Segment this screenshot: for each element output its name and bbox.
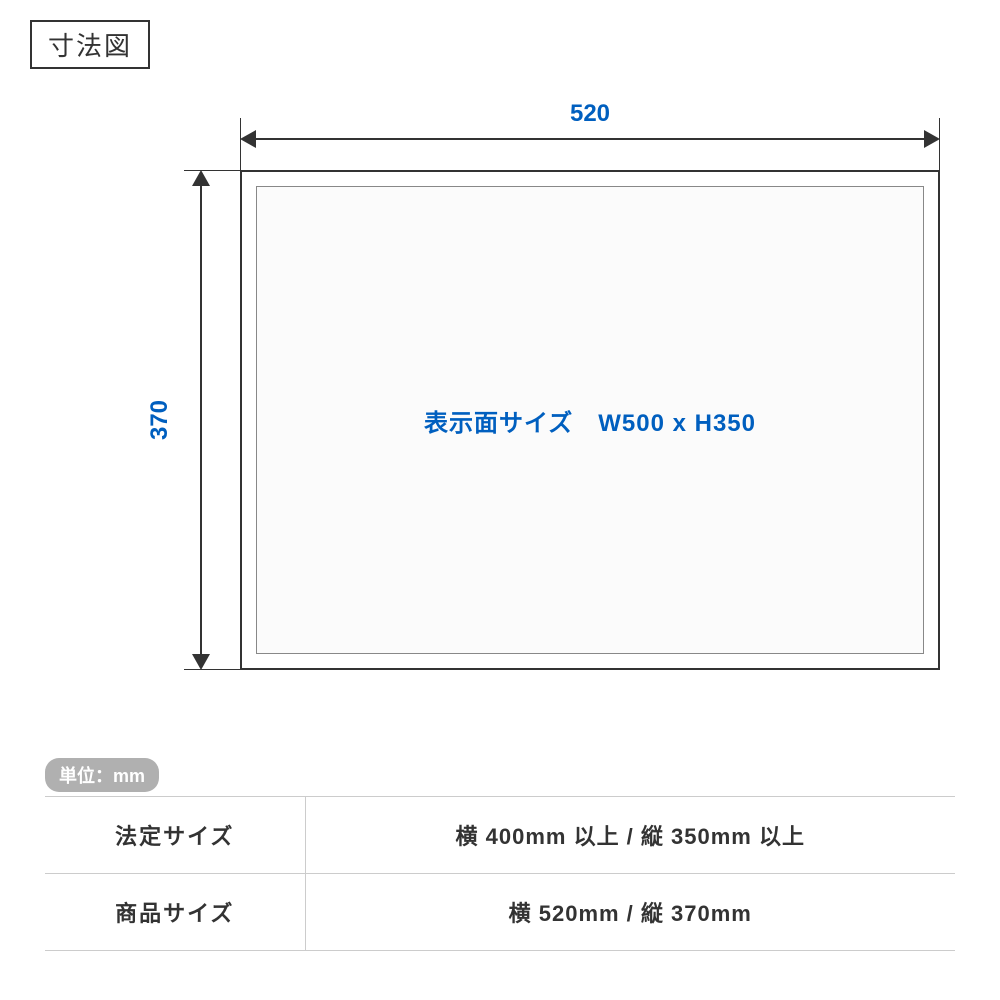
arrow-down-icon — [192, 654, 210, 670]
title-box: 寸法図 — [30, 20, 150, 69]
product-display-area: 表示面サイズ W500 x H350 — [256, 186, 924, 654]
spec-label: 法定サイズ — [45, 797, 305, 874]
spec-value: 横 400mm 以上 / 縦 350mm 以上 — [305, 797, 955, 874]
dimension-width-line — [240, 130, 940, 148]
unit-badge-text: 単位：mm — [59, 766, 145, 786]
arrow-right-icon — [924, 130, 940, 148]
spec-value: 横 520mm / 縦 370mm — [305, 874, 955, 951]
extension-line — [184, 170, 240, 171]
spec-label: 商品サイズ — [45, 874, 305, 951]
dimension-height-label: 370 — [146, 400, 174, 440]
extension-line — [240, 118, 241, 170]
title-text: 寸法図 — [48, 31, 132, 61]
dimension-width-label: 520 — [240, 100, 940, 128]
table-row: 法定サイズ 横 400mm 以上 / 縦 350mm 以上 — [45, 797, 955, 874]
spec-table: 法定サイズ 横 400mm 以上 / 縦 350mm 以上 商品サイズ 横 52… — [45, 796, 955, 951]
dimension-diagram: 520 370 表示面サイズ W500 x H350 — [60, 100, 940, 720]
product-outer-frame: 表示面サイズ W500 x H350 — [240, 170, 940, 670]
extension-line — [184, 669, 240, 670]
dimension-height: 370 — [150, 170, 210, 670]
table-row: 商品サイズ 横 520mm / 縦 370mm — [45, 874, 955, 951]
unit-badge: 単位：mm — [45, 758, 159, 792]
dimension-width: 520 — [240, 100, 940, 150]
extension-line — [939, 118, 940, 170]
display-size-text: 表示面サイズ W500 x H350 — [424, 403, 756, 438]
dimension-height-line — [192, 170, 210, 670]
